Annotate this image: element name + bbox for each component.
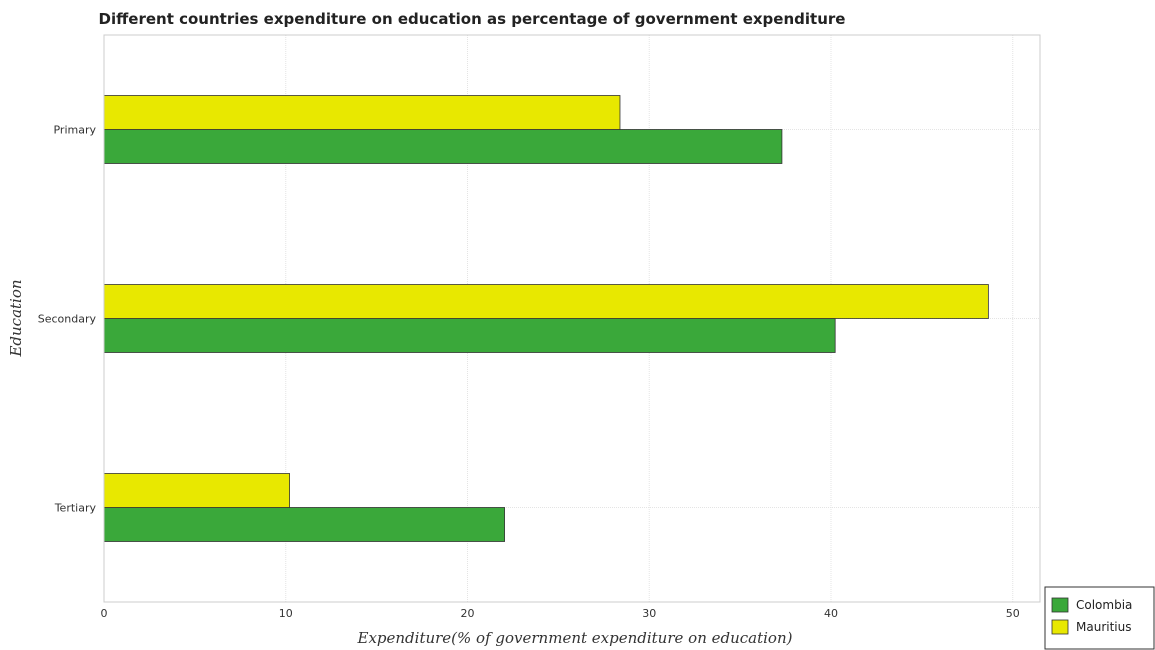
legend-label-colombia: Colombia <box>1076 598 1132 612</box>
chart-title: Different countries expenditure on educa… <box>99 10 846 28</box>
bar-mauritius-primary <box>103 95 621 130</box>
legend-swatch-colombia <box>1051 597 1069 613</box>
legend-label-mauritius: Mauritius <box>1076 620 1131 634</box>
legend-swatch-mauritius <box>1051 619 1069 635</box>
y-axis-label: Education <box>7 279 25 357</box>
plot-frame <box>103 34 1041 603</box>
bar-colombia-primary <box>103 129 783 164</box>
y-tick-label: Tertiary <box>54 502 97 515</box>
x-tick-label: 30 <box>642 607 656 620</box>
x-axis-label: Expenditure(% of government expenditure … <box>357 629 793 647</box>
y-tick-label: Secondary <box>38 313 97 326</box>
x-tick-label: 40 <box>824 607 838 620</box>
legend-box <box>1044 586 1155 650</box>
legend: Colombia Mauritius <box>1044 586 1155 650</box>
bars <box>103 95 989 542</box>
bar-mauritius-tertiary <box>103 473 290 508</box>
x-axis-ticks: 0 10 20 30 40 50 <box>101 607 1020 620</box>
x-tick-label: 50 <box>1006 607 1020 620</box>
y-axis-ticks: Primary Secondary Tertiary <box>38 124 97 515</box>
bar-colombia-secondary <box>103 318 836 353</box>
bar-mauritius-secondary <box>103 284 989 319</box>
x-tick-label: 0 <box>101 607 108 620</box>
y-tick-label: Primary <box>53 124 96 137</box>
x-tick-label: 20 <box>460 607 474 620</box>
bar-colombia-tertiary <box>103 507 505 542</box>
x-tick-label: 10 <box>279 607 293 620</box>
